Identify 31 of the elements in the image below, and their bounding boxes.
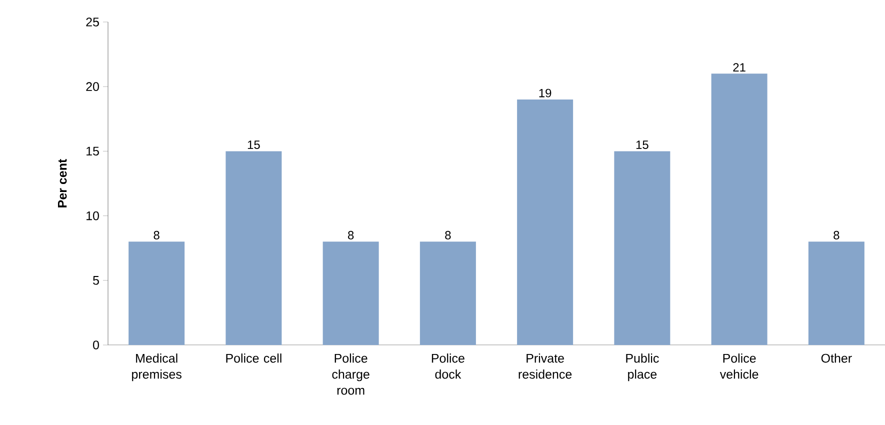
y-tick-label: 10 [86, 211, 99, 220]
bar [517, 100, 574, 345]
bar [420, 242, 476, 345]
data-label: 19 [539, 88, 552, 98]
data-label: 15 [636, 140, 648, 149]
y-tick-label: 20 [86, 82, 99, 92]
x-tick-label: Police cell [226, 354, 282, 363]
bar [128, 242, 185, 345]
x-tick-label: Police vehicle [720, 354, 758, 379]
bar [322, 242, 379, 345]
data-label: 8 [348, 230, 354, 240]
x-tick-label: Public place [626, 354, 659, 382]
y-tick-label: 5 [93, 276, 99, 285]
bar [226, 151, 282, 345]
data-label: 8 [154, 230, 160, 240]
y-axis-title: Per cent [58, 158, 67, 208]
data-label: 15 [248, 140, 260, 149]
x-tick-label: Police dock [432, 354, 464, 379]
x-tick-label: Private residence [518, 354, 572, 379]
data-label: 8 [445, 230, 451, 240]
bar [711, 74, 768, 345]
x-tick-label: Medical premises [132, 354, 182, 382]
x-tick-label: Police charge room [332, 354, 370, 395]
y-tick-label: 0 [93, 340, 99, 350]
y-tick-label: 15 [86, 146, 99, 156]
x-tick-label: Other [821, 354, 852, 363]
bar [808, 242, 864, 345]
y-tick-label: 25 [86, 18, 99, 26]
data-label: 8 [834, 230, 840, 240]
data-label: 21 [733, 63, 746, 72]
bar [614, 151, 670, 345]
